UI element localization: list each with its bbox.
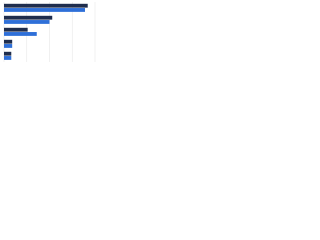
bar: [4, 20, 50, 24]
bar: [4, 15, 53, 20]
bar: [4, 39, 13, 44]
chart: [3, 2, 96, 62]
bar: [4, 8, 85, 12]
bar: [4, 44, 13, 48]
bar: [4, 3, 88, 8]
page: (() => { const data = JSON.parse(documen…: [0, 0, 320, 71]
bar: [4, 32, 37, 36]
bar: [4, 56, 12, 60]
bar: [4, 27, 28, 32]
bar: [4, 51, 12, 56]
